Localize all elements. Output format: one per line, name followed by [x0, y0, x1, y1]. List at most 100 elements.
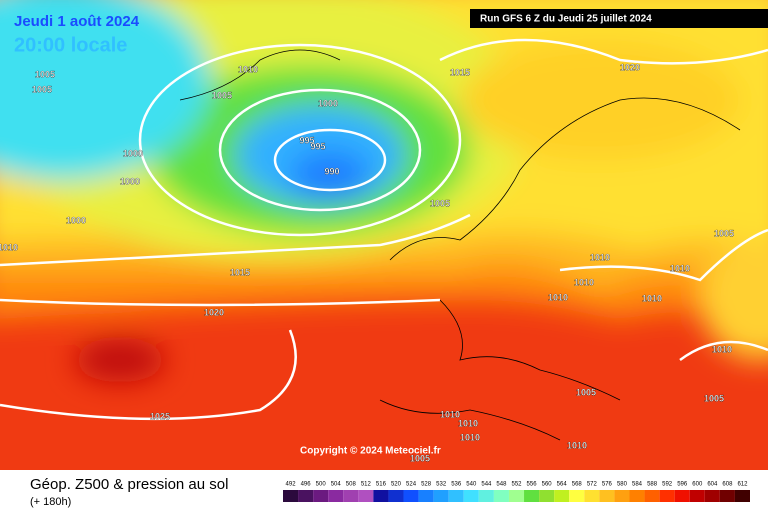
legend-swatch [524, 490, 540, 502]
isobar-label: 1000 [123, 148, 143, 158]
legend-label: 504 [331, 482, 342, 488]
legend-swatch [704, 490, 720, 502]
isobar-label: 1010 [0, 242, 18, 252]
isobar-label: 1005 [576, 387, 596, 397]
legend-label: 512 [361, 482, 372, 488]
run-info: Run GFS 6 Z du Jeudi 25 juillet 2024 [480, 14, 652, 25]
legend-label: 516 [376, 482, 387, 488]
isobar-label: 1005 [430, 198, 450, 208]
legend-swatch [539, 490, 555, 502]
legend-label: 548 [496, 482, 507, 488]
legend-label: 580 [617, 482, 628, 488]
isobar-label: 1010 [670, 263, 690, 273]
isobar-label: 1010 [458, 418, 478, 428]
isobar-label: 1000 [120, 176, 140, 186]
legend-swatch [614, 490, 630, 502]
legend-swatch [644, 490, 660, 502]
coastlines [179, 49, 741, 441]
isobar-label: 1010 [548, 292, 568, 302]
legend-swatch [358, 490, 374, 502]
legend-label: 552 [511, 482, 522, 488]
isobar-label: 1010 [460, 432, 480, 442]
legend-swatch [313, 490, 329, 502]
run-box [470, 9, 768, 28]
legend-label: 596 [677, 482, 688, 488]
isobar-label: 1010 [440, 409, 460, 419]
legend-swatch [403, 490, 419, 502]
legend-label: 572 [587, 482, 598, 488]
isobars [0, 38, 768, 421]
legend-label: 544 [481, 482, 492, 488]
isobar-label: 990 [324, 166, 339, 176]
legend-swatch [328, 490, 344, 502]
legend-label: 612 [737, 482, 748, 488]
legend-swatch [283, 490, 299, 502]
legend-label: 560 [542, 482, 553, 488]
legend-swatch [734, 490, 750, 502]
isobar-label: 1015 [230, 267, 250, 277]
date: Jeudi 1 août 2024 [14, 13, 140, 30]
legend-swatch [599, 490, 615, 502]
isobar-label: 1010 [712, 344, 732, 354]
isobar-label: 1010 [574, 277, 594, 287]
footer-title: Géop. Z500 & pression au sol [30, 476, 228, 493]
isobar-label: 995 [310, 141, 325, 151]
legend-swatch [584, 490, 600, 502]
legend-swatch [554, 490, 570, 502]
isobar-label: 1010 [567, 440, 587, 450]
legend-label: 528 [421, 482, 432, 488]
isobar-label: 1005 [212, 90, 232, 100]
legend-swatch [719, 490, 735, 502]
isobar-label: 1010 [238, 64, 258, 74]
legend-label: 576 [602, 482, 613, 488]
footer-subtitle: (+ 180h) [30, 496, 71, 508]
isobar-label: 1005 [410, 453, 430, 463]
legend-swatch [493, 490, 509, 502]
isobar-label: 995 [299, 135, 314, 145]
legend-label: 496 [301, 482, 312, 488]
legend-swatch [343, 490, 359, 502]
legend-label: 600 [692, 482, 703, 488]
legend-label: 524 [406, 482, 417, 488]
legend-label: 568 [572, 482, 583, 488]
legend-label: 536 [451, 482, 462, 488]
legend-swatch [388, 490, 404, 502]
isobar-label: 1010 [590, 252, 610, 262]
legend-label: 608 [722, 482, 733, 488]
legend-swatch [629, 490, 645, 502]
copyright: Copyright © 2024 Meteociel.fr [300, 446, 441, 457]
isobar-label: 1000 [66, 215, 86, 225]
legend-label: 520 [391, 482, 402, 488]
legend-swatch [478, 490, 494, 502]
legend-label: 532 [436, 482, 447, 488]
legend-swatch [433, 490, 449, 502]
isobar-label: 1010 [642, 293, 662, 303]
legend-label: 556 [527, 482, 538, 488]
legend: 492 496 500 504 508 512 516 520 524 528 532 536 540 5… [283, 482, 750, 502]
local-time: 20:00 locale [14, 34, 127, 56]
legend-swatch [569, 490, 585, 502]
isobar-label: 1000 [318, 98, 338, 108]
isobar-label: 1005 [35, 69, 55, 79]
legend-swatch [373, 490, 389, 502]
isobar-label: 1025 [150, 411, 170, 421]
legend-label: 588 [647, 482, 658, 488]
legend-label: 584 [632, 482, 643, 488]
legend-swatch [298, 490, 314, 502]
legend-label: 592 [662, 482, 673, 488]
legend-label: 492 [286, 482, 297, 488]
legend-swatch [689, 490, 705, 502]
legend-label: 540 [466, 482, 477, 488]
isobar-label: 1020 [204, 307, 224, 317]
legend-swatch [508, 490, 525, 502]
legend-swatch [674, 490, 690, 502]
legend-swatch [448, 490, 464, 502]
isobar-label: 1005 [714, 228, 734, 238]
legend-label: 508 [346, 482, 357, 488]
legend-label: 500 [316, 482, 327, 488]
legend-label: 604 [707, 482, 718, 488]
isobar-label: 1015 [450, 67, 470, 77]
